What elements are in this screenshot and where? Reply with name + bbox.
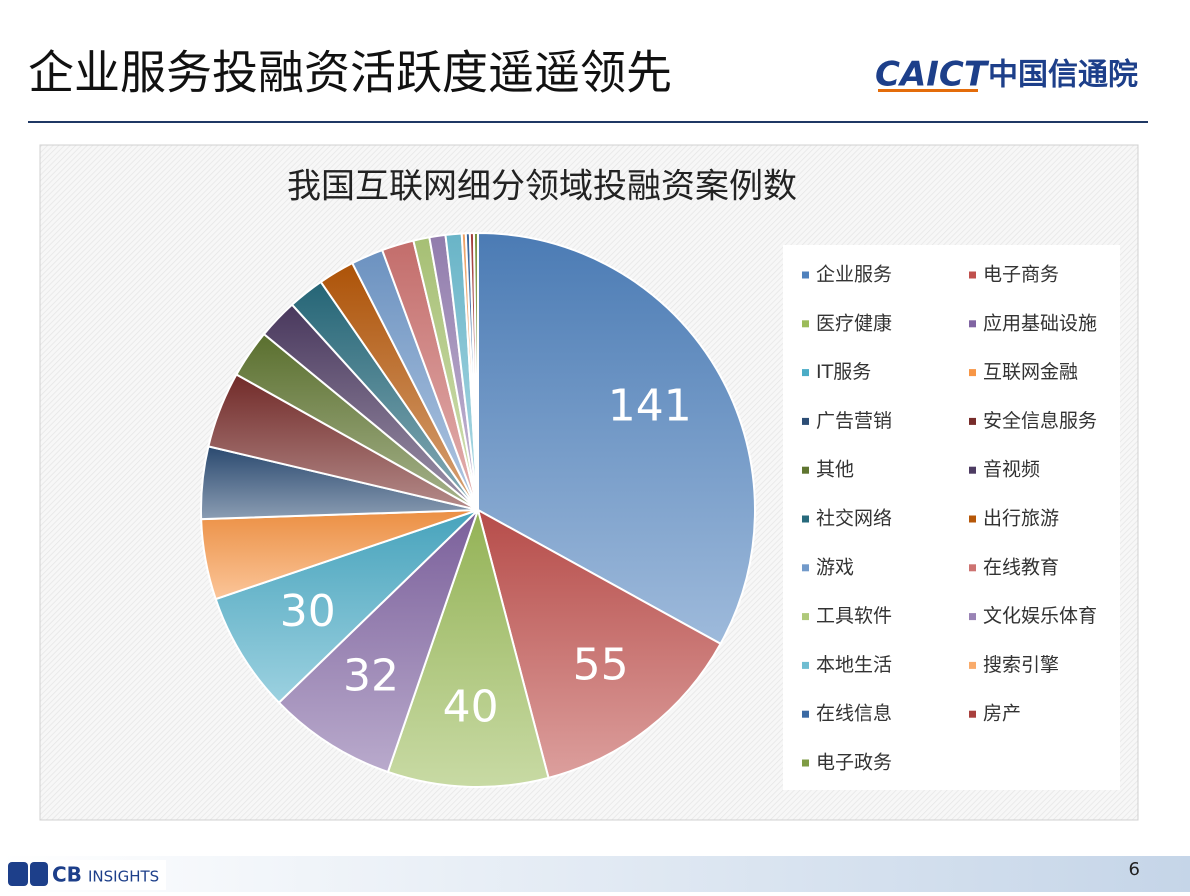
legend-label: 房产 <box>983 703 1021 725</box>
legend-swatch <box>969 369 976 377</box>
footer-band <box>0 856 1190 892</box>
pie-slice <box>472 231 479 511</box>
pie-slice <box>277 509 479 774</box>
legend-swatch <box>969 613 976 621</box>
pie-slice <box>477 231 756 646</box>
legend-box <box>783 245 1120 790</box>
legend-label: IT服务 <box>816 361 871 383</box>
logo-bar <box>878 89 978 92</box>
legend-label: 本地生活 <box>816 654 892 676</box>
cb-icon <box>8 862 28 886</box>
legend-swatch <box>802 271 809 279</box>
legend-label: 互联网金融 <box>983 361 1078 383</box>
legend-label: 音视频 <box>983 459 1040 481</box>
data-label: 40 <box>443 681 499 732</box>
legend-label: 游戏 <box>816 556 854 578</box>
legend-label: 其他 <box>816 459 854 481</box>
data-label: 141 <box>608 381 692 432</box>
footer-logo-cb: CB <box>52 863 82 887</box>
legend-swatch <box>969 515 976 523</box>
chart-title: 我国互联网细分领域投融资案例数 <box>287 167 797 207</box>
legend-swatch <box>969 710 976 718</box>
pie-slice <box>476 507 722 780</box>
page-number: 6 <box>1129 859 1140 880</box>
legend-swatch <box>969 271 976 279</box>
legend-swatch <box>802 613 809 621</box>
legend-label: 电子政务 <box>816 752 892 774</box>
slide-title: 企业服务投融资活跃度遥遥领先 <box>28 46 672 100</box>
legend-label: 文化娱乐体育 <box>983 605 1097 627</box>
legend-swatch <box>969 417 976 425</box>
legend-label: 工具软件 <box>816 605 892 627</box>
legend-label: 安全信息服务 <box>983 410 1097 432</box>
legend-swatch <box>802 466 809 474</box>
legend-swatch <box>802 661 809 669</box>
legend-swatch <box>969 320 976 328</box>
data-label: 55 <box>573 639 629 690</box>
legend-swatch <box>802 710 809 718</box>
legend-label: 电子商务 <box>983 264 1059 286</box>
legend-swatch <box>802 320 809 328</box>
legend-label: 搜索引擎 <box>983 654 1059 676</box>
legend-label: 广告营销 <box>816 410 892 432</box>
pie-slice <box>214 509 479 705</box>
pie-slice <box>386 506 550 788</box>
legend-swatch <box>969 466 976 474</box>
legend-label: 出行旅游 <box>983 508 1059 530</box>
legend-label: 社交网络 <box>816 508 892 530</box>
legend-swatch <box>802 759 809 767</box>
legend-swatch <box>969 564 976 572</box>
legend-swatch <box>802 515 809 523</box>
legend-label: 医疗健康 <box>816 312 892 334</box>
data-label: 32 <box>343 650 399 701</box>
legend-label: 应用基础设施 <box>983 312 1097 334</box>
legend-swatch <box>969 661 976 669</box>
legend-label: 企业服务 <box>816 264 892 286</box>
legend-swatch <box>802 564 809 572</box>
legend-swatch <box>802 417 809 425</box>
data-label: 30 <box>280 586 336 637</box>
cb-icon <box>30 862 48 886</box>
footer-logo-insights: INSIGHTS <box>88 868 159 886</box>
legend-label: 在线信息 <box>816 703 892 725</box>
legend-swatch <box>802 369 809 377</box>
legend-label: 在线教育 <box>983 556 1059 578</box>
logo-cn: 中国信通院 <box>988 58 1138 93</box>
logo-en: CAICT <box>875 55 990 95</box>
